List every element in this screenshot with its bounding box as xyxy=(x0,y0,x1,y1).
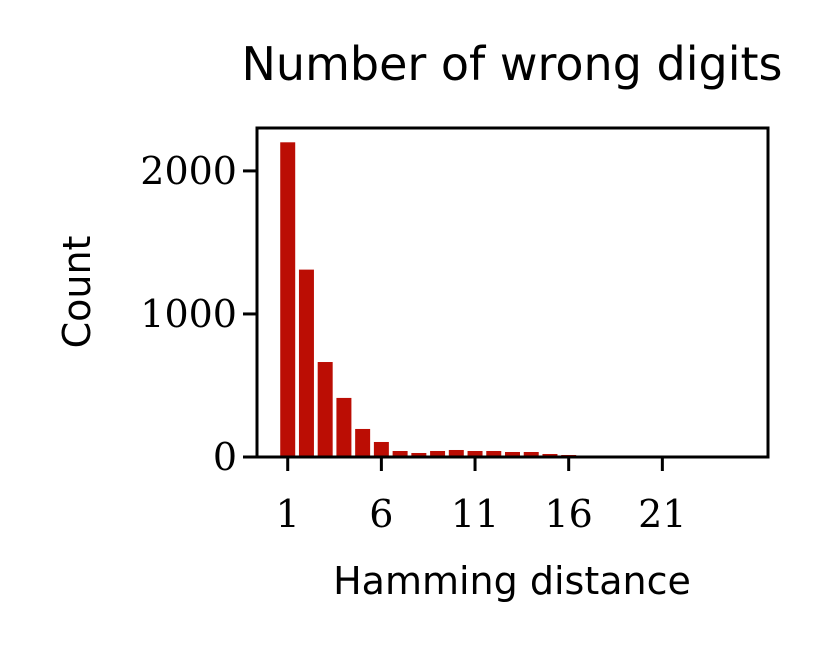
plot-frame xyxy=(255,126,770,459)
x-tick-label: 1 xyxy=(276,492,300,536)
x-tick-label: 6 xyxy=(369,492,393,536)
bar xyxy=(523,451,539,457)
x-tick-label: 16 xyxy=(545,492,593,536)
bar xyxy=(373,441,389,457)
x-tick-label: 21 xyxy=(638,492,686,536)
bar xyxy=(317,362,333,457)
bar xyxy=(486,450,502,457)
bar xyxy=(448,449,464,457)
bar xyxy=(467,450,483,457)
bar xyxy=(505,451,520,457)
y-axis-label: Count xyxy=(55,236,99,349)
bar xyxy=(298,269,314,457)
x-axis-label: Hamming distance xyxy=(333,559,691,603)
y-tick-label: 2000 xyxy=(140,149,237,193)
bar xyxy=(336,397,352,457)
chart-title: Number of wrong digits xyxy=(242,37,783,91)
x-tick-label: 11 xyxy=(451,492,499,536)
bar xyxy=(430,450,446,457)
bar xyxy=(280,142,296,457)
y-tick-label: 0 xyxy=(213,435,237,479)
bar xyxy=(355,428,371,457)
bar xyxy=(392,450,408,457)
y-tick-label: 1000 xyxy=(140,292,237,336)
bar xyxy=(542,453,558,457)
bar xyxy=(411,452,427,457)
